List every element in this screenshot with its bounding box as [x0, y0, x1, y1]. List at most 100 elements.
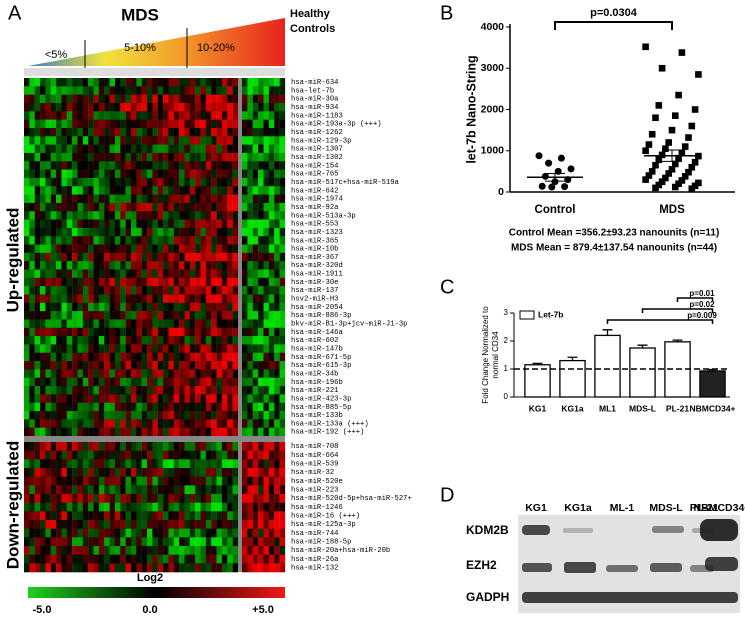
- point: [688, 122, 696, 130]
- heatmap-cell: [61, 211, 67, 220]
- heatmap-cell: [221, 528, 228, 538]
- heatmap-cell: [61, 261, 67, 270]
- heatmap-cell: [173, 352, 180, 362]
- heatmap-cell: [24, 252, 30, 262]
- point: [691, 159, 699, 166]
- heatmap-cell: [205, 127, 212, 137]
- heatmap-cell: [279, 94, 286, 104]
- y-tick-label: 0: [504, 392, 509, 401]
- heatmap-cell: [29, 494, 35, 503]
- heatmap-cell: [173, 502, 180, 512]
- heatmap-cell: [77, 252, 83, 262]
- heatmap-cell: [152, 352, 158, 362]
- y-tick-label: 2: [504, 336, 509, 345]
- heatmap-cell: [258, 244, 264, 254]
- heatmap-cell: [163, 169, 169, 179]
- heatmap-cell: [66, 427, 73, 437]
- heatmap-cell: [56, 294, 62, 304]
- heatmap-cell: [221, 327, 228, 337]
- heatmap-cell: [50, 511, 57, 521]
- heatmap-cell: [109, 563, 116, 573]
- heatmap-cell: [82, 161, 89, 170]
- heatmap-cell: [141, 286, 148, 295]
- heatmap-cell: [131, 211, 137, 220]
- heatmap-cell: [179, 344, 185, 354]
- heatmap-cell: [45, 119, 51, 129]
- heatmap-cell: [24, 386, 30, 395]
- heatmap-cell: [168, 127, 174, 137]
- heatmap-cell: [211, 152, 217, 162]
- heatmap-cell: [227, 546, 233, 555]
- heatmap-cell: [131, 119, 137, 129]
- heatmap-cell: [29, 319, 35, 329]
- heatmap-cell: [163, 219, 169, 229]
- heatmap-cell: [227, 127, 233, 137]
- heatmap-cell: [211, 78, 217, 87]
- heatmap-cell: [147, 177, 153, 187]
- heatmap-cell: [93, 144, 100, 154]
- heatmap-cell: [189, 136, 196, 145]
- heatmap-cell: [227, 78, 233, 87]
- heatmap-cell: [221, 411, 228, 420]
- heatmap-cell: [247, 78, 253, 87]
- heatmap-cell: [152, 442, 158, 451]
- heatmap-cell: [195, 286, 201, 295]
- heatmap-cell: [56, 419, 62, 428]
- heatmap-cell: [279, 411, 286, 420]
- heatmap-cell: [279, 546, 286, 555]
- heatmap-cell: [72, 261, 78, 270]
- heatmap-cell: [136, 161, 142, 170]
- heatmap-cell: [131, 277, 137, 287]
- heatmap-cell: [66, 450, 73, 460]
- heatmap-cell: [56, 528, 62, 538]
- heatmap-cell: [200, 269, 207, 279]
- heatmap-cell: [268, 546, 275, 555]
- heatmap-cell: [45, 450, 51, 460]
- heatmap-cell: [56, 427, 62, 437]
- heatmap-cell: [98, 177, 105, 187]
- heatmap-cell: [109, 336, 116, 345]
- heatmap-cell: [82, 311, 89, 320]
- heatmap-cell: [168, 419, 174, 428]
- heatmap-cell: [258, 78, 264, 87]
- heatmap-cell: [72, 394, 78, 403]
- heatmap-cell: [268, 294, 275, 304]
- heatmap-cell: [195, 520, 201, 529]
- heatmap-cell: [200, 377, 207, 387]
- heatmap-cell: [157, 194, 164, 204]
- heatmap-cell: [258, 344, 264, 354]
- heatmap-cell: [45, 476, 51, 486]
- heatmap-cell: [66, 102, 73, 112]
- heatmap-cell: [205, 152, 212, 162]
- heatmap-cell: [88, 419, 94, 428]
- heatmap-cell: [24, 546, 30, 555]
- heatmap-cell: [66, 442, 73, 451]
- heatmap-cell: [152, 244, 158, 254]
- heatmap-cell: [131, 419, 137, 428]
- bar: [559, 359, 586, 398]
- heatmap-cell: [152, 476, 158, 486]
- heatmap-cell: [258, 227, 264, 237]
- heatmap-cell: [34, 144, 41, 154]
- point: [685, 168, 692, 176]
- heatmap-cell: [252, 244, 259, 254]
- heatmap-cell: [93, 327, 100, 337]
- heatmap-cell: [56, 394, 62, 403]
- mirna-label: hsa-miR-1246: [291, 504, 343, 512]
- heatmap-cell: [205, 344, 212, 354]
- heatmap-cell: [200, 311, 207, 320]
- p-value: p=0.0304: [590, 7, 638, 19]
- heatmap-cell: [232, 537, 239, 547]
- heatmap-cell: [93, 186, 100, 195]
- heatmap-cell: [227, 554, 233, 564]
- heatmap-cell: [227, 227, 233, 237]
- heatmap-cell: [232, 386, 239, 395]
- heatmap-cell: [152, 111, 158, 120]
- heatmap-cell: [29, 563, 35, 573]
- heatmap-cell: [72, 94, 78, 104]
- heatmap-cell: [252, 161, 259, 170]
- heatmap-cell: [50, 252, 57, 262]
- heatmap-cell: [258, 194, 264, 204]
- heatmap-cell: [24, 520, 30, 529]
- heatmap-cell: [104, 419, 110, 428]
